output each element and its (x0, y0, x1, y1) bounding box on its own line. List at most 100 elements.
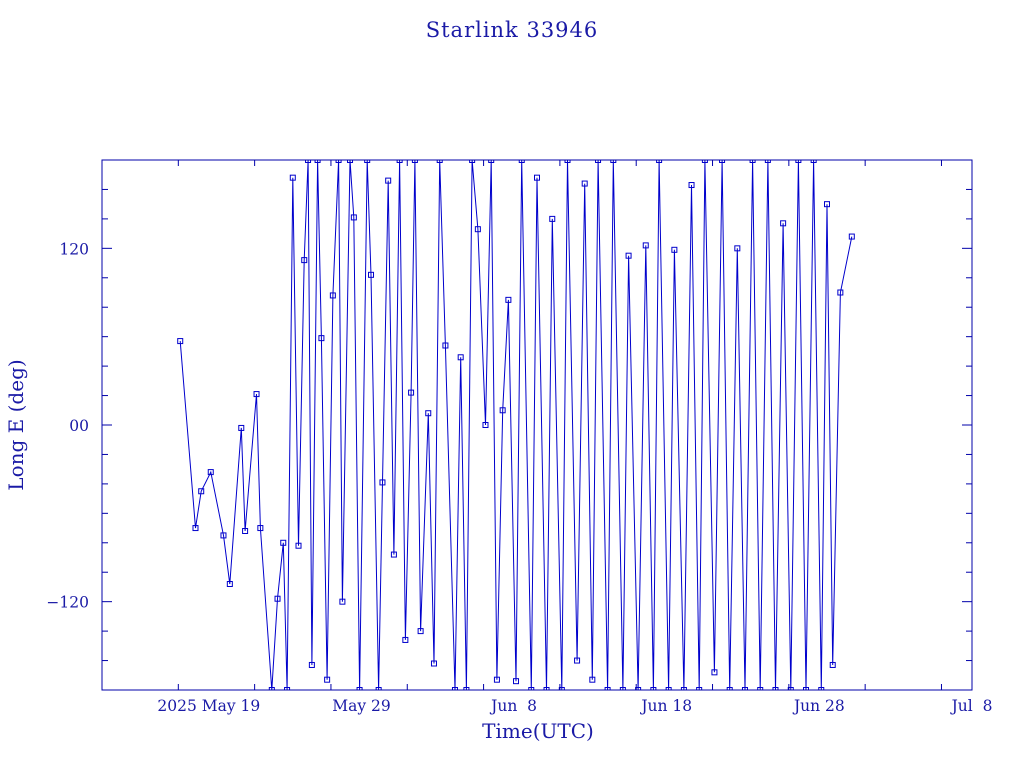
data-point (329, 292, 336, 299)
data-point (268, 687, 275, 690)
data-point (253, 391, 260, 398)
series-group (177, 160, 855, 690)
x-tick-label: Jun 18 (639, 697, 692, 715)
data-point (837, 289, 844, 296)
data-point (339, 598, 346, 605)
x-axis-label: Time(UTC) (482, 719, 594, 743)
data-point (474, 226, 481, 233)
data-point (635, 687, 642, 690)
data-point (301, 257, 308, 264)
data-point (741, 687, 748, 690)
data-point (408, 389, 415, 396)
data-point (534, 174, 540, 181)
data-point (589, 676, 596, 683)
data-point (430, 660, 437, 667)
data-point (379, 479, 386, 486)
data-point (656, 160, 663, 163)
y-tick-label: −120 (46, 594, 89, 612)
data-point (305, 160, 312, 163)
data-point (411, 160, 418, 163)
x-axis: 2025 May 19 May 29 Jun 8 Jun 18 Jun 28 Jul 8 (101, 160, 993, 715)
data-point (350, 214, 357, 221)
data-point (493, 676, 500, 683)
data-point (619, 687, 626, 690)
x-tick-label: Jun 8 (489, 697, 537, 715)
data-point (848, 233, 855, 240)
data-point (295, 542, 302, 549)
data-point (818, 687, 825, 690)
data-point (308, 661, 315, 668)
data-point (364, 160, 371, 163)
data-point (324, 676, 331, 683)
data-point (385, 177, 392, 184)
data-point (528, 687, 535, 690)
data-point (558, 687, 565, 690)
data-point (518, 160, 525, 163)
data-point (787, 687, 794, 690)
data-point (220, 532, 227, 539)
data-point (795, 160, 802, 163)
data-point (726, 687, 733, 690)
data-point (207, 469, 214, 476)
data-point (513, 678, 520, 685)
data-point (318, 335, 325, 342)
data-point (463, 687, 470, 690)
data-point (829, 661, 836, 668)
data-point (417, 628, 424, 635)
x-tick-label: Jun 28 (792, 697, 845, 715)
data-point (177, 338, 184, 345)
data-point (488, 160, 495, 163)
x-tick-label: Jul 8 (950, 697, 993, 715)
x-tick-label: May 29 (332, 697, 391, 715)
data-point (257, 525, 264, 532)
data-point (356, 687, 363, 690)
data-point (368, 271, 375, 278)
data-point (688, 182, 695, 189)
y-axis: 120 00 −120 (46, 159, 972, 691)
data-point (425, 410, 432, 417)
data-point (719, 160, 726, 163)
data-point (457, 354, 464, 361)
data-point (347, 160, 354, 163)
data-point (238, 424, 245, 431)
data-point (436, 160, 443, 163)
data-point (375, 687, 382, 690)
data-point (780, 220, 787, 227)
data-point (198, 488, 205, 495)
data-point (289, 174, 296, 181)
data-point (226, 581, 233, 587)
y-tick-label: 00 (69, 417, 89, 435)
data-point (549, 215, 556, 222)
plot-frame (101, 159, 973, 691)
data-point (451, 687, 458, 690)
plot-area (177, 160, 855, 690)
y-axis-label: Long E (deg) (4, 359, 28, 490)
series-line (179, 160, 853, 690)
data-point (469, 160, 476, 163)
data-point (274, 595, 281, 602)
data-point (711, 669, 718, 676)
data-point (749, 160, 756, 163)
data-point (803, 687, 810, 690)
data-point (543, 687, 550, 690)
data-point (680, 687, 687, 690)
data-point (671, 246, 678, 253)
data-point (574, 657, 581, 664)
data-point (665, 687, 672, 690)
data-point (824, 201, 830, 208)
data-point (772, 687, 779, 690)
data-point (402, 636, 409, 643)
data-point (335, 160, 342, 163)
data-point (650, 687, 657, 690)
data-point (396, 160, 403, 163)
data-point (442, 342, 449, 349)
data-point (734, 245, 741, 252)
data-point (810, 160, 817, 163)
y-tick-label: 120 (59, 240, 89, 258)
data-point (764, 160, 771, 163)
data-point (505, 296, 512, 303)
data-point (610, 160, 617, 163)
data-point (581, 180, 588, 187)
data-point (482, 422, 489, 428)
